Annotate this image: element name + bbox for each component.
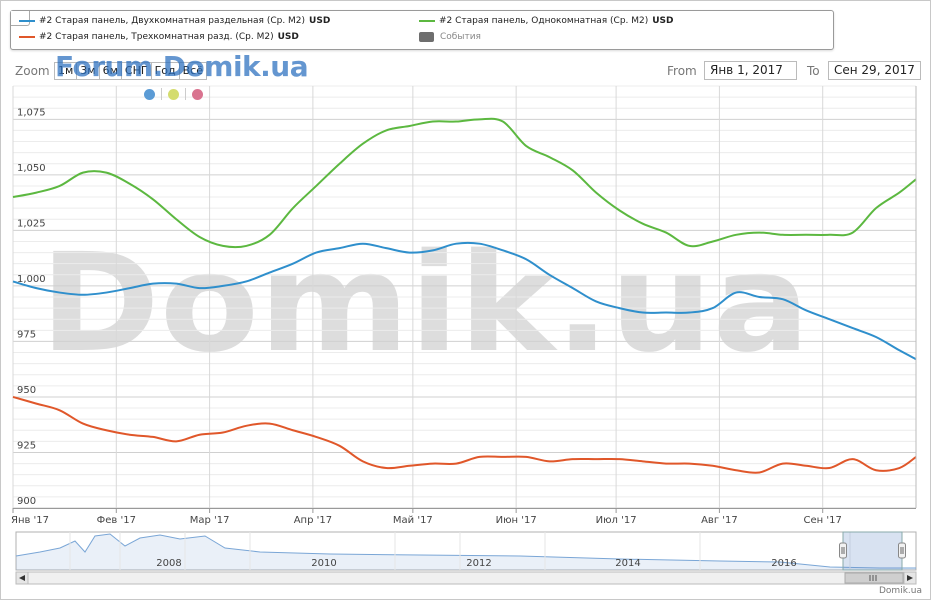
event-marker-dot[interactable] <box>192 88 203 100</box>
legend-unit: USD <box>277 32 299 42</box>
legend-item-2room[interactable]: #2 Старая панель, Двухкомнатная раздельн… <box>19 16 330 26</box>
legend-swatch <box>419 20 435 22</box>
zoom-ytd-button[interactable]: СНГ <box>120 62 152 80</box>
from-label: From <box>667 64 697 78</box>
legend-label: События <box>440 32 481 42</box>
event-markers <box>144 88 209 100</box>
to-label: To <box>807 64 820 78</box>
navigator-selection[interactable] <box>842 531 903 571</box>
marker-separator <box>185 88 186 100</box>
legend-item-3room[interactable]: #2 Старая панель, Трехкомнатная разд. (С… <box>19 32 299 42</box>
zoom-label: Zoom <box>15 64 50 78</box>
legend-label: #2 Старая панель, Однокомнатная (Ср. М2) <box>439 16 649 26</box>
event-marker-dot[interactable] <box>168 88 179 100</box>
y-tick-label: 1,075 <box>17 107 46 118</box>
chevron-left-icon <box>19 575 25 581</box>
scrollbar-thumb[interactable] <box>844 572 904 584</box>
from-date-input[interactable]: Янв 1, 2017 <box>704 61 797 80</box>
y-tick-label: 1,000 <box>17 274 46 285</box>
x-tick-label: Авг '17 <box>701 515 738 526</box>
navigator-frame <box>15 531 917 571</box>
series-line-2[interactable] <box>12 395 917 474</box>
legend-label: #2 Старая панель, Двухкомнатная раздельн… <box>39 16 306 26</box>
x-tick-label: Фев '17 <box>97 515 136 526</box>
legend-swatch-events <box>419 32 434 42</box>
zoom-all-button[interactable]: Всё <box>178 62 207 80</box>
forum-watermark: Forum.Domik.ua <box>55 50 309 83</box>
marker-separator <box>161 88 162 100</box>
legend-item-events[interactable]: События <box>419 32 481 42</box>
legend-swatch <box>19 36 35 38</box>
navigator-year-label: 2014 <box>615 558 640 569</box>
navigator-year-label: 2008 <box>156 558 181 569</box>
x-tick-label: Янв '17 <box>11 515 49 526</box>
footer-credit[interactable]: Domik.ua <box>879 586 922 596</box>
navigator-handle[interactable] <box>898 542 906 559</box>
navigator-handle[interactable] <box>839 542 847 559</box>
y-tick-label: 925 <box>17 440 36 451</box>
event-marker-dot[interactable] <box>144 88 155 100</box>
x-tick-label: Июн '17 <box>496 515 537 526</box>
zoom-1y-button[interactable]: Год <box>150 62 180 80</box>
x-tick-label: Мар '17 <box>190 515 230 526</box>
legend-swatch <box>19 20 35 22</box>
zoom-3m-button[interactable]: 3м <box>76 62 100 80</box>
y-tick-label: 900 <box>17 496 36 507</box>
series-line-1[interactable] <box>12 117 917 249</box>
y-tick-label: 1,025 <box>17 218 46 229</box>
y-tick-label: 1,050 <box>17 163 46 174</box>
legend-item-1room[interactable]: #2 Старая панель, Однокомнатная (Ср. М2)… <box>419 16 674 26</box>
series-line-0[interactable] <box>12 241 917 361</box>
to-date-input[interactable]: Сен 29, 2017 <box>828 61 921 80</box>
chevron-right-icon <box>907 575 913 581</box>
legend-toggle-button[interactable] <box>11 11 30 26</box>
chart-legend: #2 Старая панель, Двухкомнатная раздельн… <box>10 10 834 50</box>
legend-label: #2 Старая панель, Трехкомнатная разд. (С… <box>39 32 274 42</box>
navigator-area <box>16 534 916 570</box>
x-tick-label: Апр '17 <box>294 515 332 526</box>
legend-unit: USD <box>309 16 331 26</box>
navigator-year-label: 2010 <box>311 558 336 569</box>
domik-watermark: Domik.ua <box>40 225 810 383</box>
scrollbar-track[interactable] <box>15 571 917 585</box>
y-tick-label: 975 <box>17 329 36 340</box>
legend-unit: USD <box>652 16 674 26</box>
navigator-line <box>15 533 916 569</box>
x-tick-label: Июл '17 <box>596 515 637 526</box>
x-tick-label: Май '17 <box>393 515 433 526</box>
y-tick-label: 950 <box>17 385 36 396</box>
zoom-buttons: 1м 3м 6м СНГ Год Всё <box>54 62 207 80</box>
navigator-year-label: 2012 <box>466 558 491 569</box>
navigator-year-label: 2016 <box>771 558 796 569</box>
x-tick-label: Сен '17 <box>804 515 842 526</box>
